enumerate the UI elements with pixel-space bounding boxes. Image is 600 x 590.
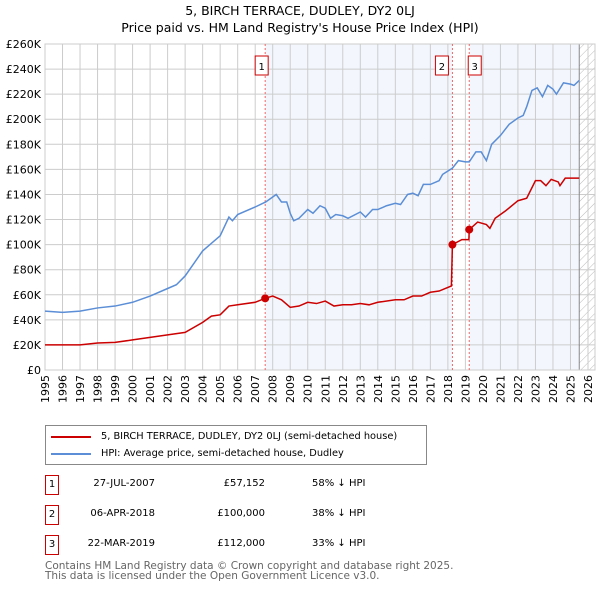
y-tick-label: £20K [13,339,42,352]
y-tick-label: £60K [13,289,42,302]
y-tick-label: £180K [6,138,42,151]
sale-label-box [467,55,482,76]
transaction-number: 3 [45,535,59,555]
x-tick-label: 2022 [512,375,525,403]
x-tick-label: 2015 [389,375,402,403]
transaction-hpi: 33% ↓ HPI [312,538,366,549]
x-tick-label: 2007 [249,375,262,403]
transaction-date: 27-JUL-2007 [93,478,155,489]
sale-point [448,240,457,249]
sale-label: 3 [472,62,478,73]
x-tick-label: 2009 [284,375,297,403]
hpi-line [44,79,580,314]
x-tick-label: 2019 [459,375,472,403]
y-tick-label: £80K [13,264,42,277]
y-tick-label: £140K [6,188,42,201]
x-tick-label: 2010 [302,375,315,403]
x-tick-label: 2001 [144,375,157,403]
y-tick-label: £120K [6,214,42,227]
transaction-date: 22-MAR-2019 [87,538,155,549]
transaction-number: 1 [45,475,59,495]
footer-licence: This data is licensed under the Open Gov… [45,570,380,582]
legend-blue-line [51,452,91,455]
x-tick-label: 2020 [477,375,490,403]
sale-point [261,294,270,303]
legend-hpi: HPI: Average price, semi-detached house,… [101,448,344,459]
x-tick-label: 1997 [74,375,87,403]
footer: Contains HM Land Registry data © Crown c… [45,560,454,582]
x-tick-label: 2026 [582,375,595,403]
x-tick-label: 2018 [442,375,455,403]
x-tick-label: 2014 [372,375,385,403]
x-tick-label: 1995 [39,375,52,403]
x-tick-label: 2016 [407,375,420,403]
y-tick-label: £260K [6,38,42,51]
x-tick-label: 2013 [354,375,367,403]
transaction-hpi: 58% ↓ HPI [312,478,366,489]
sale-label-box [434,55,449,76]
chart-subtitle: Price paid vs. HM Land Registry's House … [121,20,479,35]
x-tick-label: 2006 [232,375,245,403]
x-tick-label: 2025 [564,375,577,403]
shaded-region [469,44,580,370]
y-tick-label: £40K [13,314,42,327]
x-tick-label: 1996 [57,375,70,403]
price-chart: £0 £20K £40K £60K £80K £100K £120K £140K £160K £1… [6,38,596,403]
x-tick-label: 2000 [127,375,140,403]
x-tick-label: 2012 [337,375,350,403]
y-tick-label: £240K [6,63,42,76]
y-tick-label: £200K [6,113,42,126]
legend-red-line [51,435,91,438]
y-tick-label: £0 [27,364,41,377]
transaction-row: 3 22-MAR-2019 £112,000 33% ↓ HPI [45,535,445,555]
transaction-row: 2 06-APR-2018 £100,000 38% ↓ HPI [45,505,445,525]
sale-label: 2 [439,62,445,73]
transaction-price: £112,000 [217,538,265,549]
property-price-line [45,177,580,346]
x-tick-label: 2008 [267,375,280,403]
x-tick-label: 2024 [547,375,560,403]
x-tick-label: 2011 [319,375,332,403]
plot-frame [44,43,596,371]
y-tick-label: £100K [6,239,42,252]
sale-label: 1 [258,62,264,73]
x-tick-label: 2004 [197,375,210,403]
x-tick-label: 2003 [179,375,192,403]
transaction-row: 1 27-JUL-2007 £57,152 58% ↓ HPI [45,475,445,495]
footer-copyright: Contains HM Land Registry data © Crown c… [45,560,454,572]
transaction-number: 2 [45,505,59,525]
legend-property: 5, BIRCH TERRACE, DUDLEY, DY2 0LJ (semi-… [101,431,398,442]
legend: 5, BIRCH TERRACE, DUDLEY, DY2 0LJ (semi-… [45,425,427,465]
y-tick-label: £220K [6,88,42,101]
x-tick-label: 2023 [529,375,542,403]
transaction-date: 06-APR-2018 [90,508,155,519]
x-tick-label: 2002 [162,375,175,403]
transaction-price: £100,000 [217,508,265,519]
shaded-region [265,44,453,370]
x-tick-label: 2017 [424,375,437,403]
forecast-hatch [579,44,595,370]
x-tick-label: 1998 [92,375,105,403]
y-tick-label: £160K [6,163,42,176]
x-tick-label: 2021 [494,375,507,403]
sale-point [465,225,474,234]
chart-title: 5, BIRCH TERRACE, DUDLEY, DY2 0LJ [185,3,415,18]
transaction-hpi: 38% ↓ HPI [312,508,366,519]
sale-label-box [254,55,269,76]
x-tick-label: 2005 [214,375,227,403]
transaction-price: £57,152 [223,478,265,489]
x-tick-label: 1999 [109,375,122,403]
